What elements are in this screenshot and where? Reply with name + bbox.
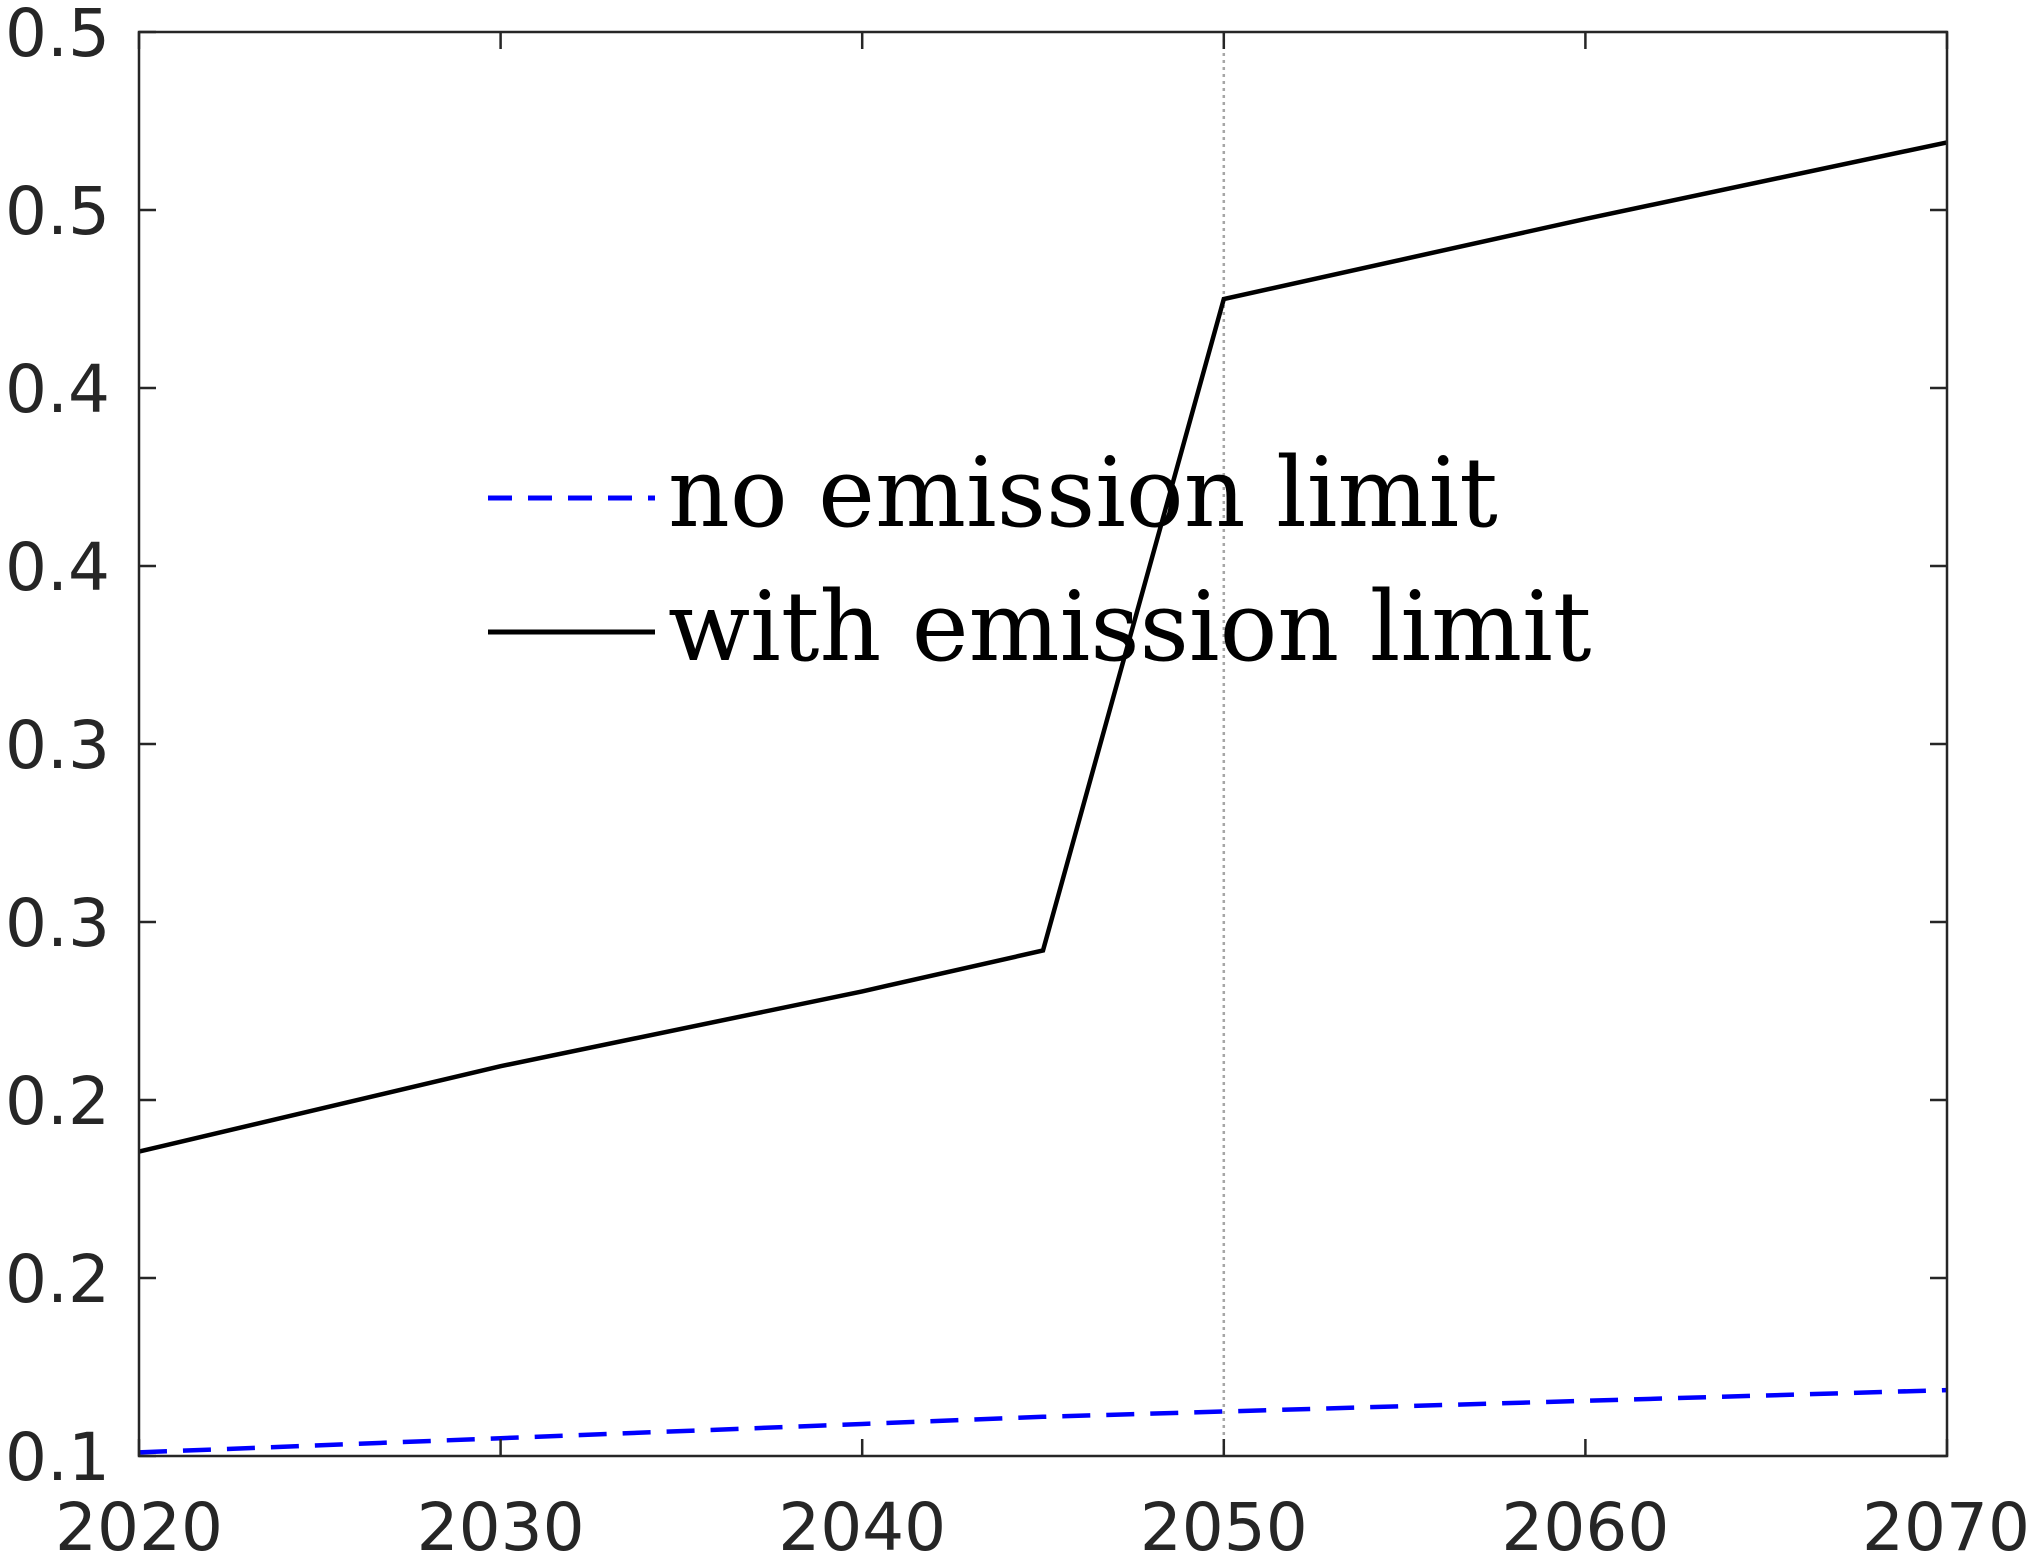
- legend: no emission limit with emission limit: [488, 437, 1591, 683]
- x-tick-label: 2040: [778, 1489, 946, 1554]
- series-layer: [138, 140, 1948, 1455]
- y-tick-labels: 0.1 0.2 0.2 0.3 0.3 0.4 0.4 0.5 0.5: [5, 0, 110, 1496]
- legend-label: with emission limit: [668, 571, 1591, 683]
- y-tick-label: 0.2: [5, 1241, 110, 1318]
- y-tick-label: 0.5: [5, 173, 110, 250]
- y-tick-label: 0.1: [5, 1419, 110, 1496]
- series-line-with-emission-limit: [138, 140, 1948, 1154]
- y-tick-label: 0.4: [5, 351, 110, 428]
- y-tick-label: 0.3: [5, 707, 110, 784]
- y-tick-label: 0.4: [5, 529, 110, 606]
- ticks-layer: [137, 30, 1949, 1458]
- y-tick-label: 0.3: [5, 885, 110, 962]
- y-tick-label: 0.2: [5, 1063, 110, 1140]
- y-tick-label: 0.5: [5, 0, 110, 72]
- x-tick-label: 2020: [55, 1489, 223, 1554]
- x-tick-label: 2030: [417, 1489, 585, 1554]
- legend-label: no emission limit: [668, 437, 1498, 549]
- series-line-no-emission-limit: [138, 1387, 1948, 1455]
- x-tick-label: 2070: [1862, 1489, 2030, 1554]
- plot-frame: [137, 30, 1949, 1458]
- x-tick-label: 2050: [1140, 1489, 1308, 1554]
- x-tick-labels: 2020 2030 2040 2050 2060 2070: [55, 1489, 2030, 1554]
- x-tick-label: 2060: [1501, 1489, 1669, 1554]
